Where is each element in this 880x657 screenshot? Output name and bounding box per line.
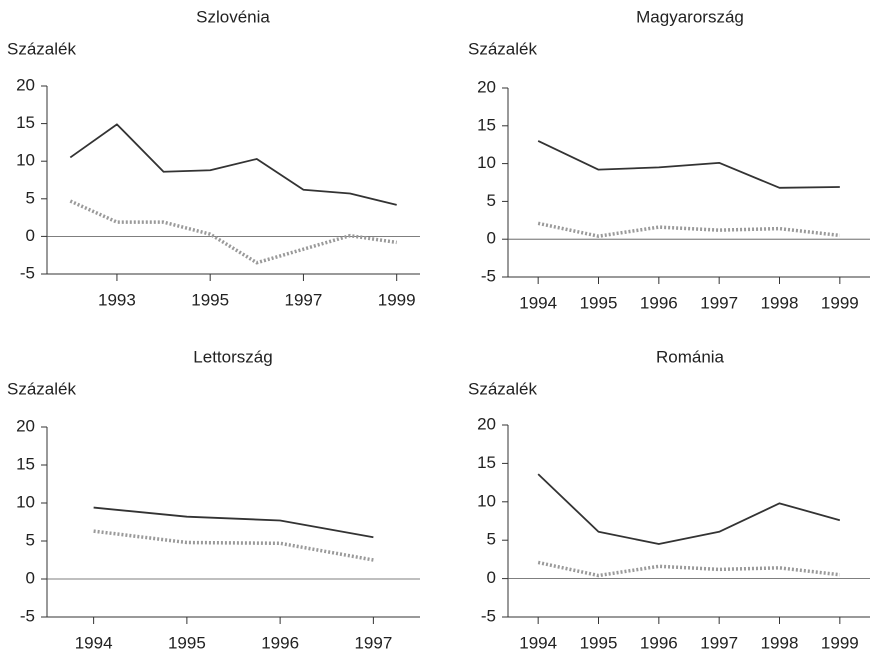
series-line [93, 529, 374, 562]
y-tick-label: -5 [20, 606, 35, 625]
y-tick-label: 10 [16, 492, 35, 511]
series-line [537, 560, 841, 578]
x-tick-label: 1997 [700, 633, 738, 652]
y-tick-label: 5 [487, 530, 496, 549]
chart-title: Szlovénia [196, 7, 270, 26]
y-tick-label: 5 [26, 530, 35, 549]
x-tick-label: 1999 [821, 293, 859, 312]
y-tick-label: 10 [477, 153, 496, 172]
y-tick-label: 15 [16, 113, 35, 132]
y-tick-label: 20 [16, 75, 35, 94]
series-line [93, 506, 374, 539]
x-tick-label: 1998 [761, 633, 799, 652]
y-tick-label: 15 [477, 115, 496, 134]
x-tick-label: 1995 [580, 633, 618, 652]
series-line [537, 221, 841, 238]
chart-title: Románia [656, 347, 725, 366]
y-tick-label: 0 [26, 226, 35, 245]
y-tick-label: 0 [487, 568, 496, 587]
x-tick-label: 1994 [519, 293, 557, 312]
y-tick-label: 5 [487, 191, 496, 210]
y-tick-label: -5 [481, 266, 496, 285]
x-tick-label: 1997 [700, 293, 738, 312]
x-tick-label: 1997 [354, 633, 392, 652]
y-tick-label: 10 [477, 491, 496, 510]
x-tick-label: 1998 [761, 293, 799, 312]
y-tick-label: 20 [477, 77, 496, 96]
chart-title: Magyarország [636, 7, 744, 26]
y-tick-label: 0 [487, 229, 496, 248]
x-tick-label: 1997 [285, 290, 323, 309]
y-tick-label: 15 [477, 453, 496, 472]
y-tick-label: 0 [26, 568, 35, 587]
x-tick-label: 1995 [168, 633, 206, 652]
x-tick-label: 1995 [580, 293, 618, 312]
y-axis-label: Százalék [468, 379, 537, 398]
y-tick-label: -5 [481, 606, 496, 625]
x-tick-label: 1999 [821, 633, 859, 652]
x-tick-label: 1995 [191, 290, 229, 309]
y-tick-label: 5 [26, 188, 35, 207]
y-tick-label: 15 [16, 454, 35, 473]
series-line [69, 199, 397, 265]
y-tick-label: 20 [16, 416, 35, 435]
x-tick-label: 1996 [261, 633, 299, 652]
y-axis-label: Százalék [7, 39, 76, 58]
y-axis-label: Százalék [468, 39, 537, 58]
y-tick-label: -5 [20, 263, 35, 282]
y-tick-label: 10 [16, 151, 35, 170]
chart-title: Lettország [193, 347, 272, 366]
series-line [537, 473, 841, 545]
x-tick-label: 1999 [378, 290, 416, 309]
series-line [537, 140, 840, 189]
y-tick-label: 20 [477, 414, 496, 433]
x-tick-label: 1996 [640, 293, 678, 312]
x-tick-label: 1994 [75, 633, 113, 652]
y-axis-label: Százalék [7, 379, 76, 398]
series-line [69, 123, 397, 206]
x-tick-label: 1993 [98, 290, 136, 309]
x-tick-label: 1994 [519, 633, 557, 652]
x-tick-label: 1996 [640, 633, 678, 652]
